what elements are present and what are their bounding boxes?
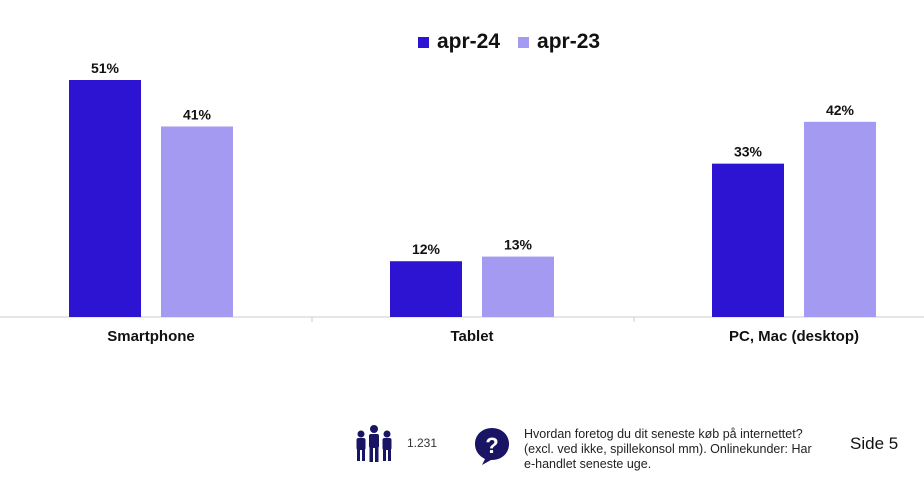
people-group-icon — [354, 424, 394, 469]
category-label-2: PC, Mac (desktop) — [729, 328, 859, 345]
bar-apr-23-1 — [482, 256, 554, 317]
page-number: Side 5 — [850, 434, 899, 453]
sample-size: 1.231 — [407, 436, 438, 450]
legend-item-apr24: apr-24 — [418, 30, 500, 54]
bar-apr-24-1 — [390, 261, 462, 317]
bar-apr-23-2 — [804, 121, 876, 317]
data-label-apr-24-0: 51% — [91, 60, 120, 76]
data-label-apr-23-2: 42% — [826, 102, 855, 118]
category-label-0: Smartphone — [107, 328, 195, 345]
legend-swatch-apr23 — [518, 36, 530, 48]
legend-swatch-apr24 — [418, 36, 429, 48]
bar-apr-24-0 — [69, 80, 141, 317]
question-text: Hvordan foretog du dit seneste køb på in… — [524, 427, 812, 471]
svg-text:?: ? — [485, 433, 498, 458]
bar-chart: 51% 41% Smartphone 12% 13% Tablet 33% 42% PC, Ma… — [0, 60, 924, 345]
data-label-apr-24-1: 12% — [412, 241, 441, 257]
legend: apr-24 apr-23 — [418, 30, 600, 54]
data-label-apr-24-2: 33% — [734, 144, 763, 160]
bar-apr-23-0 — [161, 126, 233, 318]
data-label-apr-23-0: 41% — [183, 106, 212, 122]
legend-label-apr24: apr-24 — [437, 30, 501, 53]
data-label-apr-23-1: 13% — [504, 237, 533, 253]
legend-label-apr23: apr-23 — [537, 30, 601, 53]
speech-question-icon: ? — [473, 426, 511, 471]
bar-apr-24-2 — [712, 163, 784, 317]
legend-item-apr23: apr-23 — [518, 30, 600, 54]
category-label-1: Tablet — [450, 328, 493, 345]
